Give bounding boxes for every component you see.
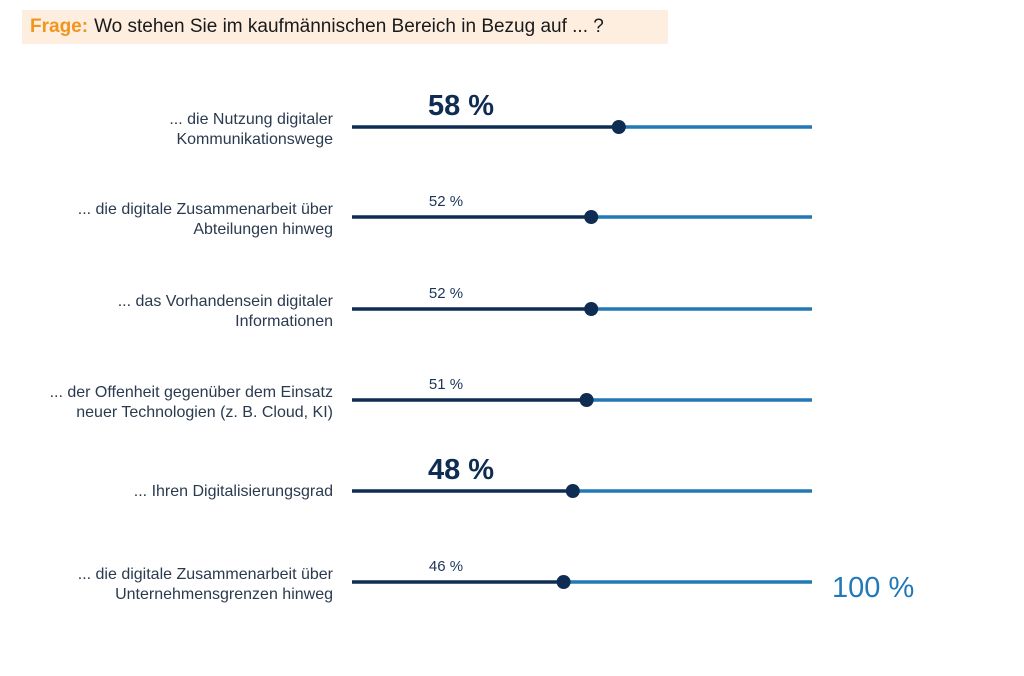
category-label: neuer Technologien (z. B. Cloud, KI) [76,404,333,421]
category-label: Abteilungen hinweg [193,221,333,238]
category-label: ... die digitale Zusammenarbeit über [78,566,334,583]
value-label: 51 % [429,376,463,393]
value-label: 58 % [428,90,494,122]
value-marker [556,575,571,589]
value-marker [565,484,580,498]
category-label: Kommunikationswege [176,131,333,148]
value-marker [584,302,599,316]
value-label: 46 % [429,558,463,575]
value-label: 52 % [429,193,463,210]
scale-max-label: 100 % [832,572,914,604]
value-marker [584,210,599,224]
category-label: ... die digitale Zusammenarbeit über [78,201,334,218]
value-label: 52 % [429,285,463,302]
category-label: ... Ihren Digitalisierungsgrad [134,483,333,500]
value-marker [611,120,626,134]
value-marker [579,393,594,407]
question-text: Wo stehen Sie im kaufmännischen Bereich … [94,16,604,37]
category-label: ... die Nutzung digitaler [169,111,333,128]
category-label: ... der Offenheit gegenüber dem Einsatz [50,384,333,401]
question-banner: Frage: Wo stehen Sie im kaufmännischen B… [22,10,668,44]
category-label: Unternehmensgrenzen hinweg [115,586,333,603]
category-label: ... das Vorhandensein digitaler [118,293,334,310]
question-prefix: Frage: [30,16,89,37]
value-label: 48 % [428,454,494,486]
category-label: Informationen [235,313,333,330]
